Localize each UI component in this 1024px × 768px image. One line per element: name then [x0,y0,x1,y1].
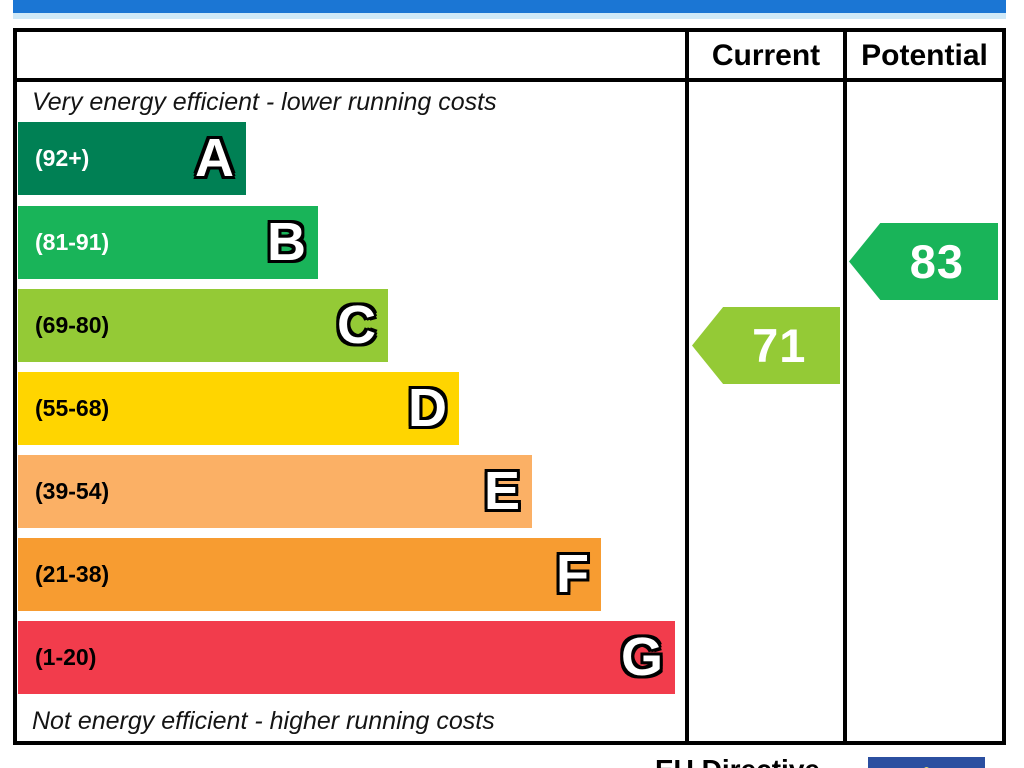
current-rating-value: 71 [752,319,807,372]
current-column-header: Current [711,39,821,72]
potential-rating-arrow: 83 [849,223,998,300]
band-letter: C [337,295,376,355]
band-range-label: (92+) [35,145,90,171]
top-banner-bar [13,0,1006,13]
current-rating-arrow: 71 [692,307,840,384]
potential-column-divider [843,28,847,745]
eu-directive-label: EU Directive [655,754,820,768]
band-d: (55-68) D [18,372,459,445]
band-c: (69-80) C [18,289,388,362]
eu-flag-icon [868,757,985,768]
band-letter: E [483,461,520,521]
band-g: (1-20) G [18,621,675,694]
band-b: (81-91) B [18,206,318,279]
band-f: (21-38) F [18,538,601,611]
current-column-divider [685,28,689,745]
band-range-label: (21-38) [35,561,110,587]
band-range-label: (1-20) [35,644,97,670]
band-range-label: (81-91) [35,229,110,255]
potential-column-header: Potential [861,39,988,72]
band-range-label: (55-68) [35,395,110,421]
potential-rating-value: 83 [909,235,965,288]
table-header-divider [13,78,1006,82]
band-letter: G [620,627,663,687]
bottom-note: Not energy efficient - higher running co… [32,707,495,735]
band-a: (92+) A [18,122,246,195]
band-letter: B [267,212,306,272]
band-letter: A [195,128,234,188]
band-letter: D [408,378,447,438]
band-letter: F [556,544,589,604]
top-note: Very energy efficient - lower running co… [32,88,497,116]
top-banner-underline [13,13,1006,19]
band-e: (39-54) E [18,455,532,528]
band-range-label: (39-54) [35,478,110,504]
band-range-label: (69-80) [35,312,110,338]
